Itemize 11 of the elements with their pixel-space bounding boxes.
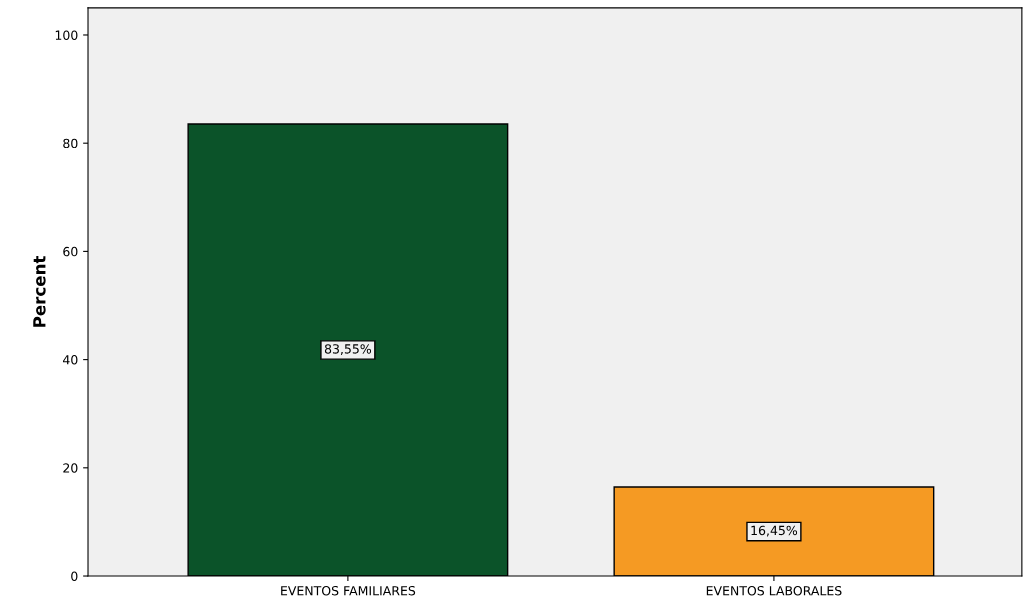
- data-label: 16,45%: [751, 525, 798, 537]
- y-tick-label: 100: [55, 30, 78, 40]
- x-tick-label: EVENTOS FAMILIARES: [281, 585, 416, 596]
- y-tick-label: 0: [71, 571, 78, 581]
- y-axis-title: Percent: [33, 255, 46, 327]
- data-label: 83,55%: [324, 344, 372, 355]
- y-tick-label: 80: [63, 138, 78, 149]
- x-tick-label: EVENTOS LABORALES: [706, 585, 842, 596]
- y-tick-label: 60: [63, 246, 78, 257]
- y-tick-label: 20: [63, 463, 78, 473]
- y-tick-label: 40: [63, 355, 78, 365]
